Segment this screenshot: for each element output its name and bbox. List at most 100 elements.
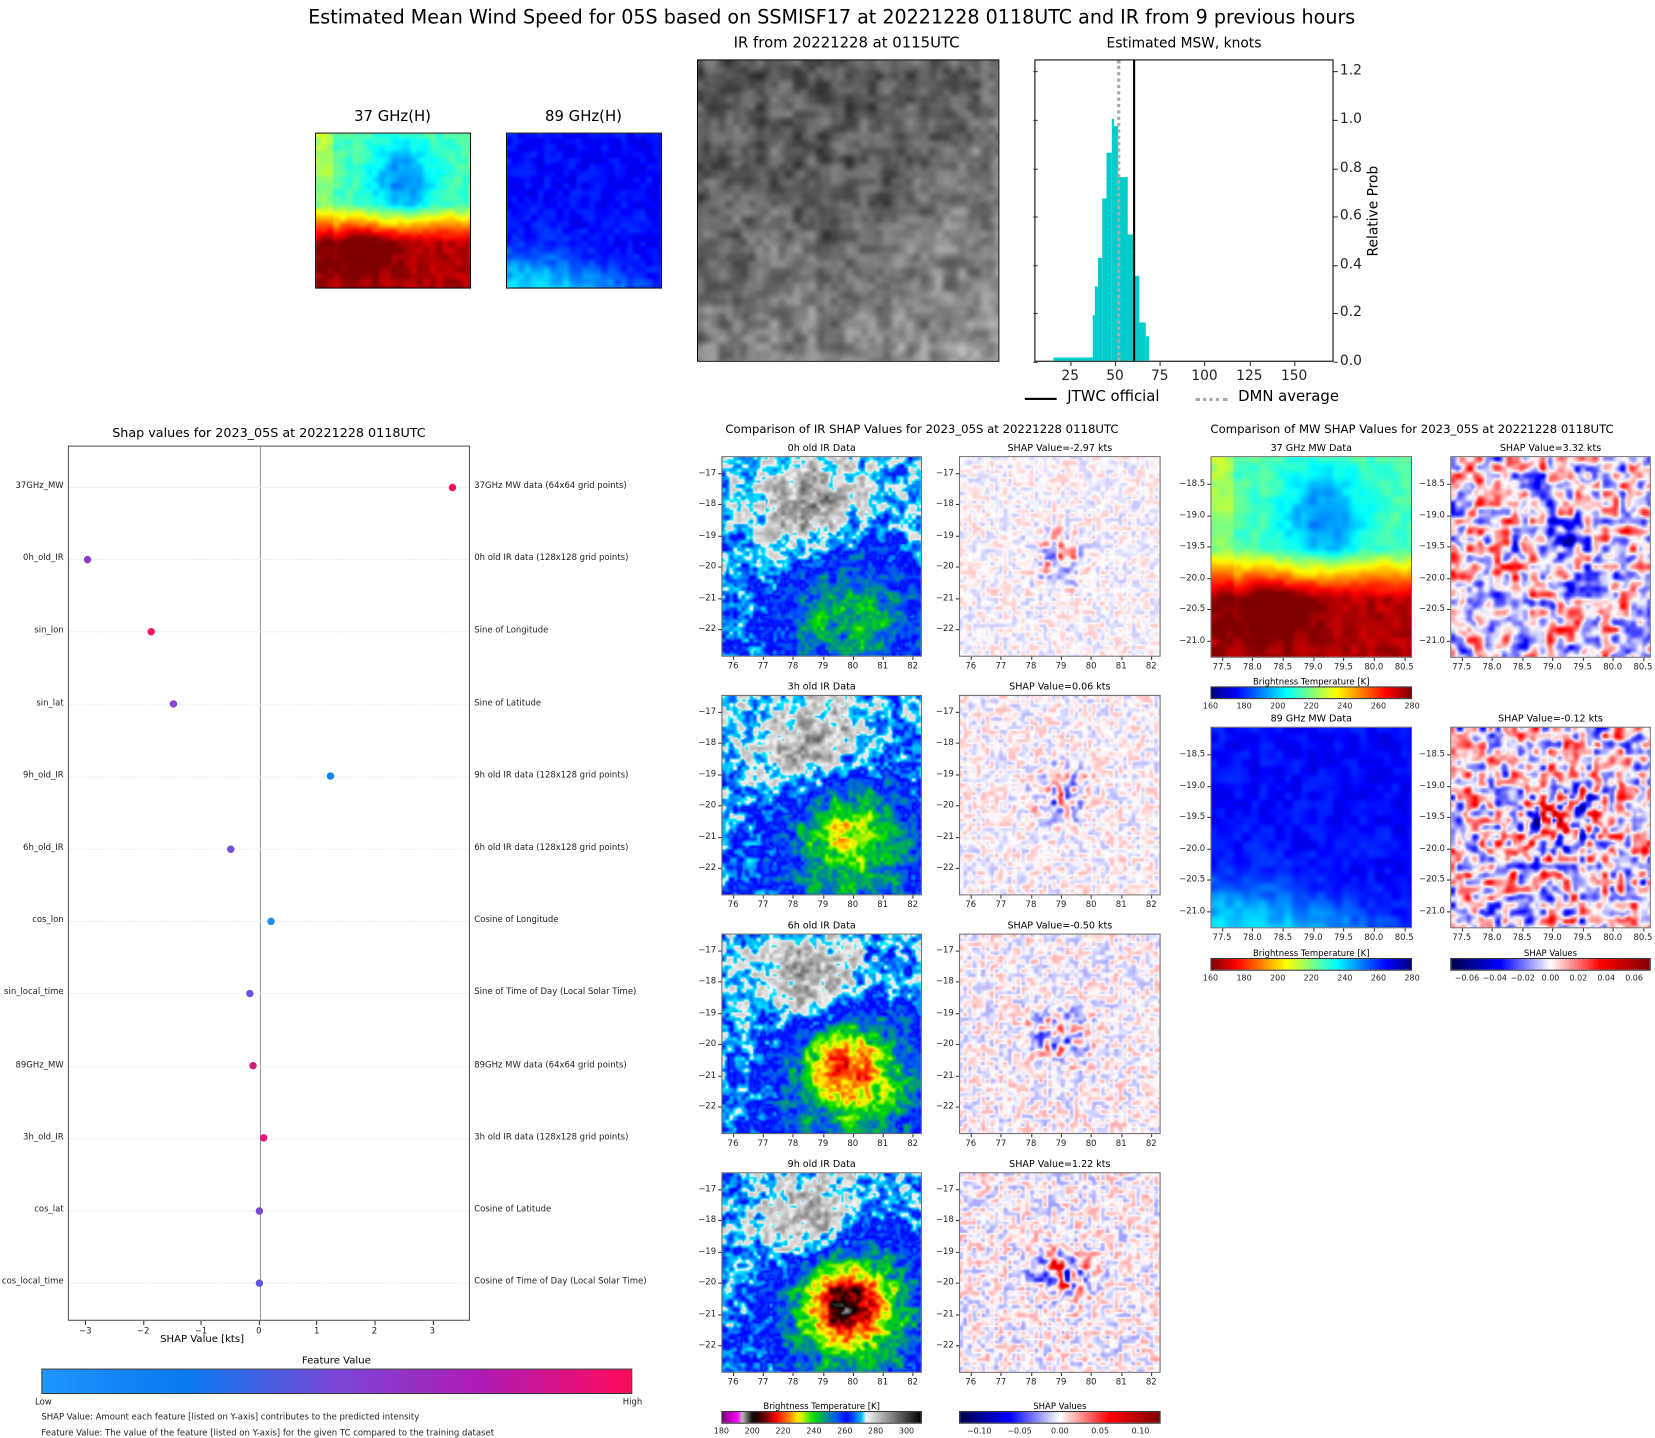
legend-dmn-label: DMN average	[1238, 388, 1339, 406]
x-tick-label: 1	[313, 1326, 320, 1336]
y-tick-label: −19.5	[1179, 811, 1206, 822]
row-gridline	[68, 1282, 469, 1284]
y-tick-label: −17	[935, 1183, 954, 1194]
x-tick-label: 78.0	[1482, 662, 1502, 672]
x-tick-label: 76	[727, 899, 739, 910]
x-tick-label: 80	[1085, 1377, 1097, 1387]
y-tick-mark	[1447, 578, 1451, 580]
colorbar-tick-label: 200	[1270, 701, 1286, 711]
y-tick-label: −20.5	[1418, 604, 1445, 614]
x-tick-mark	[143, 1320, 145, 1326]
x-tick-mark	[763, 1372, 765, 1376]
ir-shap-panel	[959, 694, 1161, 896]
y-tick-mark	[1447, 609, 1451, 611]
x-tick-label: 78.0	[1242, 932, 1262, 943]
y-tick-label: −20	[935, 1038, 954, 1049]
x-tick-mark	[1151, 1134, 1153, 1138]
figure-title: Estimated Mean Wind Speed for 05S based …	[308, 6, 1356, 29]
ir-data-panel	[721, 456, 922, 657]
y-tick-mark	[955, 1314, 960, 1316]
x-tick-label: 81	[1115, 1377, 1127, 1387]
x-tick-label: 150	[1280, 368, 1308, 385]
shap-point	[169, 700, 177, 708]
colorbar-tick-label: 0.04	[1597, 972, 1616, 983]
y-tick-label: −17	[935, 706, 954, 716]
colorbar-tick-label: 0.00	[1541, 972, 1560, 983]
y-tick-mark	[718, 742, 722, 745]
y-tick-mark	[1447, 848, 1451, 850]
y-tick-label: −21.0	[1179, 635, 1206, 646]
x-tick-label: 78	[787, 899, 799, 910]
y-tick-label: −21	[935, 592, 954, 603]
y-tick-label: 0.8	[1339, 159, 1362, 176]
x-tick-label: 82	[907, 1377, 919, 1387]
x-tick-mark	[1642, 928, 1644, 932]
x-tick-mark	[1061, 895, 1063, 899]
colorbar-tick-label: 160	[1202, 701, 1219, 711]
x-tick-label: 80.5	[1394, 932, 1414, 943]
x-tick-mark	[258, 1320, 260, 1326]
y-tick-mark	[718, 1012, 722, 1014]
shap-point	[84, 555, 92, 564]
x-tick-label: 79.5	[1333, 662, 1353, 672]
y-tick-mark	[718, 1044, 722, 1046]
y-tick-label: −17	[935, 467, 954, 478]
x-tick-label: 77	[995, 1138, 1007, 1148]
y-tick-mark	[1207, 754, 1211, 756]
y-tick-mark	[955, 981, 960, 983]
histogram-bar	[1106, 152, 1112, 361]
shap-plot-title: Shap values for 2023_05S at 20221228 011…	[112, 425, 426, 441]
colorbar-tick-label: 240	[806, 1425, 822, 1436]
x-tick-mark	[822, 1134, 824, 1138]
x-tick-label: 82	[1145, 1138, 1157, 1148]
x-tick-mark	[733, 1134, 735, 1138]
y-tick-label: −18	[698, 498, 717, 509]
y-tick-label: −21.0	[1179, 906, 1206, 916]
y-tick-mark	[1033, 265, 1038, 267]
histogram-bar	[1113, 126, 1119, 361]
feature-description-label: Cosine of Longitude	[474, 914, 559, 925]
x-tick-mark	[1522, 928, 1524, 932]
y-tick-mark	[1447, 515, 1451, 517]
x-tick-label: 76	[965, 899, 977, 910]
feature-name-label: sin_lon	[34, 625, 64, 635]
y-tick-label: −21.0	[1418, 906, 1445, 916]
feature-value-colorbar	[41, 1368, 633, 1395]
x-tick-mark	[316, 1320, 318, 1326]
ir-data-panel-canvas	[722, 1173, 921, 1372]
y-tick-label: −20.0	[1418, 843, 1445, 853]
x-tick-mark	[882, 1134, 884, 1138]
mw-shap-panel-canvas	[1451, 457, 1650, 657]
x-tick-label: 81	[1115, 899, 1127, 910]
y-tick-mark	[718, 836, 722, 838]
x-tick-label: 76	[965, 660, 977, 671]
y-tick-label: −21	[935, 831, 954, 841]
colorbar-tick-label: 240	[1337, 701, 1353, 711]
mw-data-panel-canvas	[1211, 727, 1411, 928]
y-tick-mark	[955, 535, 960, 537]
feature-description-label: Cosine of Time of Day (Local Solar Time)	[474, 1276, 647, 1287]
x-tick-mark	[1091, 1372, 1093, 1376]
dmn-average-line	[1117, 60, 1121, 361]
x-tick-mark	[1582, 928, 1584, 932]
shap-point	[267, 917, 276, 925]
mw-shap-panel-canvas	[1451, 727, 1650, 928]
x-tick-label: 81	[877, 660, 889, 671]
x-tick-mark	[1612, 657, 1614, 661]
shap-point	[227, 845, 235, 853]
x-tick-label: 78.5	[1273, 662, 1293, 672]
y-tick-mark	[718, 535, 722, 537]
y-tick-label: −20.5	[1418, 874, 1445, 885]
y-tick-mark	[1447, 483, 1451, 485]
x-tick-mark	[1313, 657, 1315, 661]
x-tick-label: 77	[757, 899, 769, 910]
x-tick-label: 80	[847, 660, 859, 671]
x-tick-mark	[852, 1134, 854, 1138]
colorbar-tick-label: 260	[837, 1425, 853, 1436]
shap-point	[259, 1134, 268, 1142]
y-tick-mark	[955, 1282, 960, 1284]
y-tick-label: −22	[698, 1101, 717, 1111]
x-tick-label: 77	[995, 899, 1007, 910]
x-tick-label: 79	[817, 1377, 829, 1387]
ir-data-panel-canvas	[722, 934, 921, 1134]
